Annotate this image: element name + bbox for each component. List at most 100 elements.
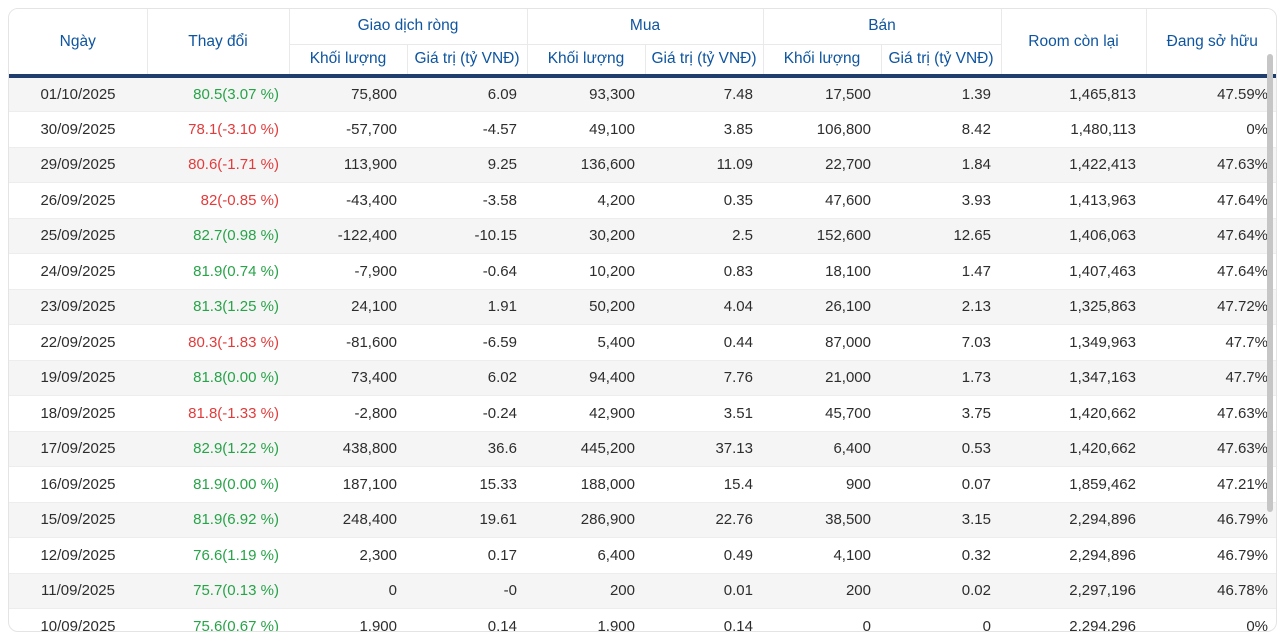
cell-sell-volume: 152,600 (763, 218, 881, 254)
cell-owned: 47.59% (1146, 76, 1276, 112)
cell-owned: 47.7% (1146, 324, 1276, 361)
cell-owned: 47.64% (1146, 253, 1276, 290)
cell-sell-volume: 22,700 (763, 147, 881, 183)
cell-change: 82(-0.85 %) (147, 182, 289, 219)
cell-owned: 47.21% (1146, 466, 1276, 503)
cell-change: 82.7(0.98 %) (147, 218, 289, 254)
foreign-trading-table: Ngày Thay đổi Giao dịch ròng Mua Bán Roo… (9, 9, 1276, 631)
cell-buy-value: 15.4 (645, 466, 763, 503)
cell-change: 80.6(-1.71 %) (147, 147, 289, 183)
cell-net-volume: 73,400 (289, 360, 407, 396)
cell-sell-volume: 0 (763, 608, 881, 631)
table-row: 30/09/2025 78.1(-3.10 %) -57,700 -4.57 49,10… (9, 111, 1276, 148)
cell-buy-volume: 94,400 (527, 360, 645, 396)
cell-change: 78.1(-3.10 %) (147, 111, 289, 148)
cell-sell-value: 7.03 (881, 324, 1001, 361)
cell-sell-value: 8.42 (881, 111, 1001, 148)
cell-change: 82.9(1.22 %) (147, 431, 289, 467)
cell-sell-value: 3.93 (881, 182, 1001, 219)
cell-net-value: -6.59 (407, 324, 527, 361)
cell-sell-volume: 47,600 (763, 182, 881, 219)
cell-date: 17/09/2025 (9, 431, 147, 467)
cell-change: 81.8(0.00 %) (147, 360, 289, 396)
cell-date: 10/09/2025 (9, 608, 147, 631)
cell-sell-volume: 38,500 (763, 502, 881, 538)
cell-buy-volume: 42,900 (527, 395, 645, 432)
cell-buy-volume: 93,300 (527, 76, 645, 112)
cell-buy-value: 0.49 (645, 537, 763, 574)
cell-buy-value: 0.35 (645, 182, 763, 219)
cell-date: 22/09/2025 (9, 324, 147, 361)
cell-change: 80.3(-1.83 %) (147, 324, 289, 361)
cell-sell-value: 0 (881, 608, 1001, 631)
cell-sell-value: 1.39 (881, 76, 1001, 112)
cell-room: 1,480,113 (1001, 111, 1146, 148)
cell-date: 19/09/2025 (9, 360, 147, 396)
cell-buy-volume: 286,900 (527, 502, 645, 538)
cell-net-volume: 75,800 (289, 76, 407, 112)
table-row: 15/09/2025 81.9(6.92 %) 248,400 19.61 286,90… (9, 502, 1276, 538)
cell-net-volume: 248,400 (289, 502, 407, 538)
col-header-date: Ngày (9, 9, 147, 78)
col-subheader-net-volume: Khối lượng (288, 44, 407, 78)
cell-buy-volume: 10,200 (527, 253, 645, 290)
cell-net-volume: 24,100 (289, 289, 407, 325)
cell-buy-volume: 188,000 (527, 466, 645, 503)
table-row: 29/09/2025 80.6(-1.71 %) 113,900 9.25 136,60… (9, 147, 1276, 183)
cell-buy-volume: 136,600 (527, 147, 645, 183)
col-header-owned: Đang sở hữu (1145, 9, 1276, 78)
cell-sell-volume: 26,100 (763, 289, 881, 325)
cell-net-value: -0.24 (407, 395, 527, 432)
cell-sell-volume: 6,400 (763, 431, 881, 467)
cell-date: 11/09/2025 (9, 573, 147, 609)
cell-owned: 47.63% (1146, 431, 1276, 467)
cell-sell-volume: 87,000 (763, 324, 881, 361)
col-subheader-net-value: Giá trị (tỷ VNĐ) (406, 44, 527, 78)
cell-buy-volume: 5,400 (527, 324, 645, 361)
cell-change: 81.8(-1.33 %) (147, 395, 289, 432)
cell-buy-value: 2.5 (645, 218, 763, 254)
cell-buy-value: 22.76 (645, 502, 763, 538)
cell-sell-value: 12.65 (881, 218, 1001, 254)
cell-owned: 47.7% (1146, 360, 1276, 396)
cell-owned: 46.78% (1146, 573, 1276, 609)
col-subheader-sell-value: Giá trị (tỷ VNĐ) (880, 44, 1001, 78)
cell-change: 81.9(0.00 %) (147, 466, 289, 503)
cell-net-value: 19.61 (407, 502, 527, 538)
cell-sell-value: 0.53 (881, 431, 1001, 467)
cell-room: 2,297,196 (1001, 573, 1146, 609)
cell-net-volume: 187,100 (289, 466, 407, 503)
cell-net-value: -4.57 (407, 111, 527, 148)
cell-buy-volume: 30,200 (527, 218, 645, 254)
vertical-scrollbar-thumb[interactable] (1267, 54, 1273, 512)
cell-net-value: -0 (407, 573, 527, 609)
cell-change: 81.9(6.92 %) (147, 502, 289, 538)
cell-net-value: 6.09 (407, 76, 527, 112)
cell-room: 1,420,662 (1001, 431, 1146, 467)
cell-net-value: -0.64 (407, 253, 527, 290)
cell-sell-volume: 200 (763, 573, 881, 609)
cell-date: 18/09/2025 (9, 395, 147, 432)
cell-owned: 47.63% (1146, 395, 1276, 432)
cell-room: 1,465,813 (1001, 76, 1146, 112)
cell-buy-value: 7.48 (645, 76, 763, 112)
cell-date: 24/09/2025 (9, 253, 147, 290)
cell-sell-volume: 45,700 (763, 395, 881, 432)
cell-room: 1,347,163 (1001, 360, 1146, 396)
cell-net-volume: -81,600 (289, 324, 407, 361)
cell-change: 81.3(1.25 %) (147, 289, 289, 325)
cell-owned: 0% (1146, 111, 1276, 148)
cell-date: 29/09/2025 (9, 147, 147, 183)
cell-buy-value: 3.85 (645, 111, 763, 148)
cell-sell-value: 3.15 (881, 502, 1001, 538)
cell-room: 1,422,413 (1001, 147, 1146, 183)
table-row: 24/09/2025 81.9(0.74 %) -7,900 -0.64 10,200 0… (9, 253, 1276, 290)
cell-room: 2,294,896 (1001, 537, 1146, 574)
cell-change: 81.9(0.74 %) (147, 253, 289, 290)
cell-room: 2,294,296 (1001, 608, 1146, 631)
cell-buy-value: 4.04 (645, 289, 763, 325)
cell-sell-value: 1.73 (881, 360, 1001, 396)
cell-change: 75.6(0.67 %) (147, 608, 289, 631)
cell-net-volume: -2,800 (289, 395, 407, 432)
cell-sell-volume: 21,000 (763, 360, 881, 396)
